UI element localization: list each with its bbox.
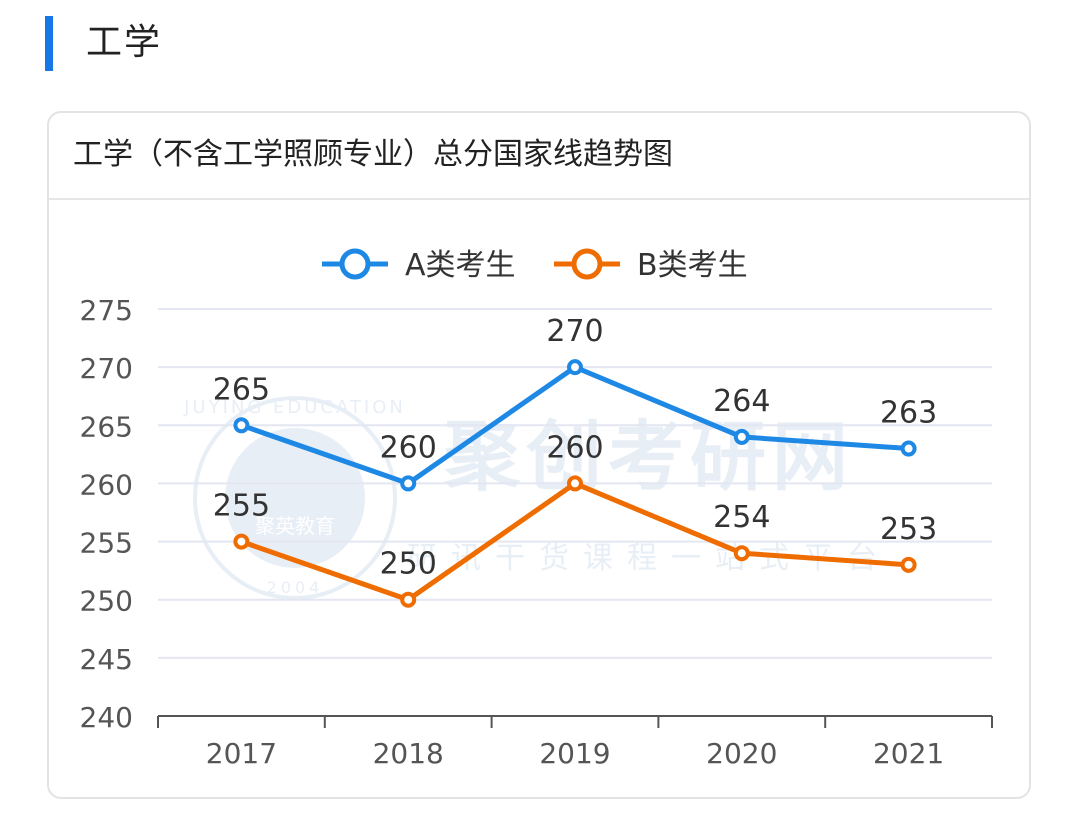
y-tick-label: 265 bbox=[80, 410, 133, 443]
data-label: 260 bbox=[546, 430, 603, 465]
section-accent-bar bbox=[45, 16, 53, 71]
x-tick-label: 2018 bbox=[373, 737, 444, 770]
data-label: 264 bbox=[713, 384, 770, 419]
y-tick-label: 250 bbox=[80, 585, 133, 618]
data-point bbox=[900, 556, 917, 573]
data-label: 260 bbox=[380, 430, 437, 465]
legend-label: B类考生 bbox=[637, 248, 748, 283]
data-label: 270 bbox=[546, 314, 603, 349]
data-label: 250 bbox=[380, 547, 437, 582]
legend-marker bbox=[339, 248, 371, 280]
data-point bbox=[233, 417, 250, 434]
watermark-brand: 聚创考研网 bbox=[443, 412, 854, 501]
watermark-seal-ring bbox=[193, 396, 397, 600]
data-point bbox=[567, 359, 583, 376]
data-label: 263 bbox=[880, 396, 937, 431]
x-tick-label: 2017 bbox=[206, 737, 277, 770]
data-point bbox=[900, 440, 917, 457]
legend-marker bbox=[571, 248, 603, 280]
data-label: 265 bbox=[213, 372, 270, 407]
x-tick-label: 2021 bbox=[873, 737, 944, 770]
data-label: 254 bbox=[713, 500, 770, 535]
chart-card: 工学（不含工学照顾专业）总分国家线趋势图 聚英教育 2004 JUYING EDUC… bbox=[47, 111, 1031, 799]
data-point bbox=[567, 475, 583, 492]
data-point bbox=[400, 475, 417, 492]
section-title: 工学 bbox=[86, 22, 163, 63]
section-header: 工学 bbox=[0, 0, 1080, 90]
watermark-seal-text: JUYING EDUCATION bbox=[183, 397, 406, 418]
watermark-seal-core bbox=[225, 428, 365, 568]
watermark-seal-center: 聚英教育 bbox=[255, 514, 335, 538]
chart-title: 工学（不含工学照顾专业）总分国家线趋势图 bbox=[73, 137, 673, 172]
chart-card-header: 工学（不含工学照顾专业）总分国家线趋势图 bbox=[49, 113, 1029, 200]
y-tick-label: 255 bbox=[80, 527, 133, 560]
data-label: 253 bbox=[880, 512, 937, 547]
data-point bbox=[233, 533, 250, 550]
y-tick-label: 270 bbox=[80, 352, 133, 385]
y-tick-label: 260 bbox=[80, 468, 133, 501]
y-tick-label: 240 bbox=[80, 701, 133, 734]
y-tick-label: 275 bbox=[80, 294, 133, 327]
data-point bbox=[733, 545, 750, 562]
data-point bbox=[733, 428, 750, 445]
data-label: 255 bbox=[213, 489, 270, 524]
x-tick-label: 2019 bbox=[539, 737, 610, 770]
data-point bbox=[400, 591, 417, 608]
legend-label: A类考生 bbox=[405, 248, 516, 283]
y-tick-label: 245 bbox=[80, 643, 133, 676]
watermark-seal-year: 2004 bbox=[267, 578, 324, 597]
x-tick-label: 2020 bbox=[706, 737, 777, 770]
